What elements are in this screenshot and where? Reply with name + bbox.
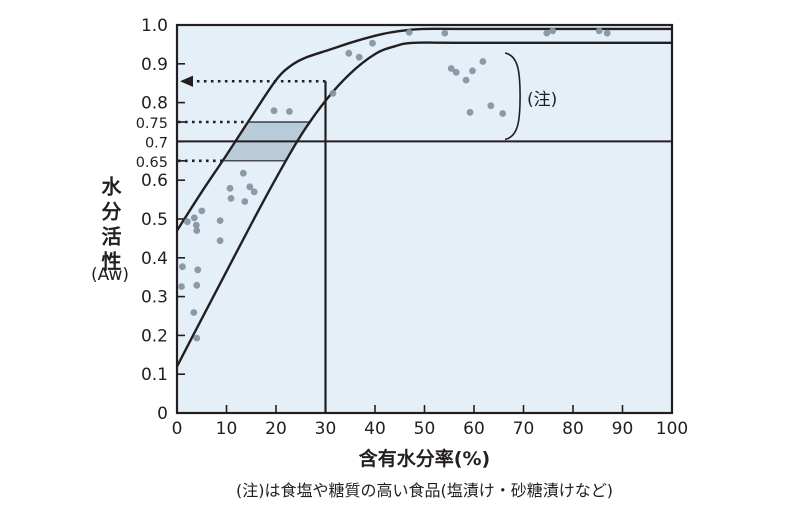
y-tick-label: 0.7	[145, 135, 168, 151]
scatter-point	[549, 27, 557, 35]
scatter-point	[462, 76, 470, 84]
upper-curve	[175, 27, 672, 232]
scatter-point	[250, 188, 258, 196]
scatter-point	[198, 207, 206, 215]
scatter-point	[369, 39, 376, 47]
scatter-point	[179, 263, 186, 271]
scatter-point	[216, 237, 224, 245]
x-tick-label: 70	[513, 419, 535, 439]
scatter-point	[441, 29, 449, 37]
y-tick-label: 0.75	[136, 116, 168, 132]
x-tick-label: 90	[612, 419, 634, 439]
y-tick-label: 0.65	[136, 155, 168, 171]
x-tick-label: 10	[216, 419, 238, 439]
scatter-point	[190, 309, 198, 316]
x-axis-title: 含有水分率(%)	[358, 448, 491, 470]
scatter-point	[246, 183, 254, 191]
scatter-point	[452, 68, 460, 76]
scatter-point	[595, 27, 603, 35]
scatter-point	[479, 58, 487, 65]
scatter-point	[270, 107, 278, 115]
scatter-point	[216, 217, 224, 225]
scatter-point	[466, 108, 474, 116]
scatter-point	[447, 65, 455, 72]
arrow-head-icon	[180, 75, 193, 87]
scatter-point	[192, 221, 200, 229]
plot-background	[177, 25, 672, 413]
y-tick-label: 1.0	[141, 16, 168, 36]
scatter-point	[194, 266, 202, 274]
x-tick-label: 20	[265, 419, 287, 439]
scatter-point	[487, 102, 495, 110]
scatter-point	[239, 169, 247, 177]
y-tick-label: 0.6	[141, 171, 168, 191]
scatter-point	[193, 227, 201, 235]
scatter-point	[603, 29, 611, 37]
scatter-point	[190, 214, 198, 222]
x-tick-label: 60	[463, 419, 485, 439]
scatter-point	[193, 334, 201, 342]
scatter-point	[226, 184, 234, 192]
scatter-point	[193, 281, 201, 289]
scatter-point	[469, 67, 476, 75]
scatter-point	[178, 283, 185, 290]
y-tick-label: 0.3	[141, 288, 168, 308]
x-tick-label: 50	[414, 419, 436, 439]
scatter-point	[405, 29, 413, 36]
y-tick-label: 0.4	[141, 249, 168, 269]
scatter-point	[241, 198, 249, 205]
y-tick-label: 0.8	[141, 94, 168, 114]
scatter-point	[184, 218, 191, 226]
y-axis-unit: (Aw)	[90, 265, 130, 285]
y-tick-label: 0.9	[141, 55, 168, 75]
note-annotation-label: (注)	[527, 90, 558, 110]
x-tick-label: 40	[364, 419, 386, 439]
chart-caption: (注)は食塩や糖質の高い食品(塩漬け・砂糖漬けなど)	[236, 481, 613, 500]
y-tick-label: 0.1	[141, 365, 168, 385]
scatter-point	[499, 110, 507, 117]
x-tick-label: 80	[562, 419, 584, 439]
y-tick-label: 0.2	[141, 326, 168, 346]
scatter-point	[345, 49, 353, 57]
scatter-point	[355, 53, 363, 61]
scatter-point	[329, 89, 337, 97]
x-tick-label: 100	[656, 419, 688, 439]
y-tick-label: 0	[157, 404, 168, 424]
scatter-point	[227, 195, 235, 202]
scatter-point	[543, 29, 551, 37]
note-bracket	[504, 52, 521, 141]
x-tick-label: 30	[315, 419, 337, 439]
x-tick-label: 0	[172, 419, 183, 439]
y-axis-title: 水分活性	[98, 176, 122, 276]
y-tick-label: 0.5	[141, 210, 168, 230]
scatter-point	[286, 108, 293, 115]
